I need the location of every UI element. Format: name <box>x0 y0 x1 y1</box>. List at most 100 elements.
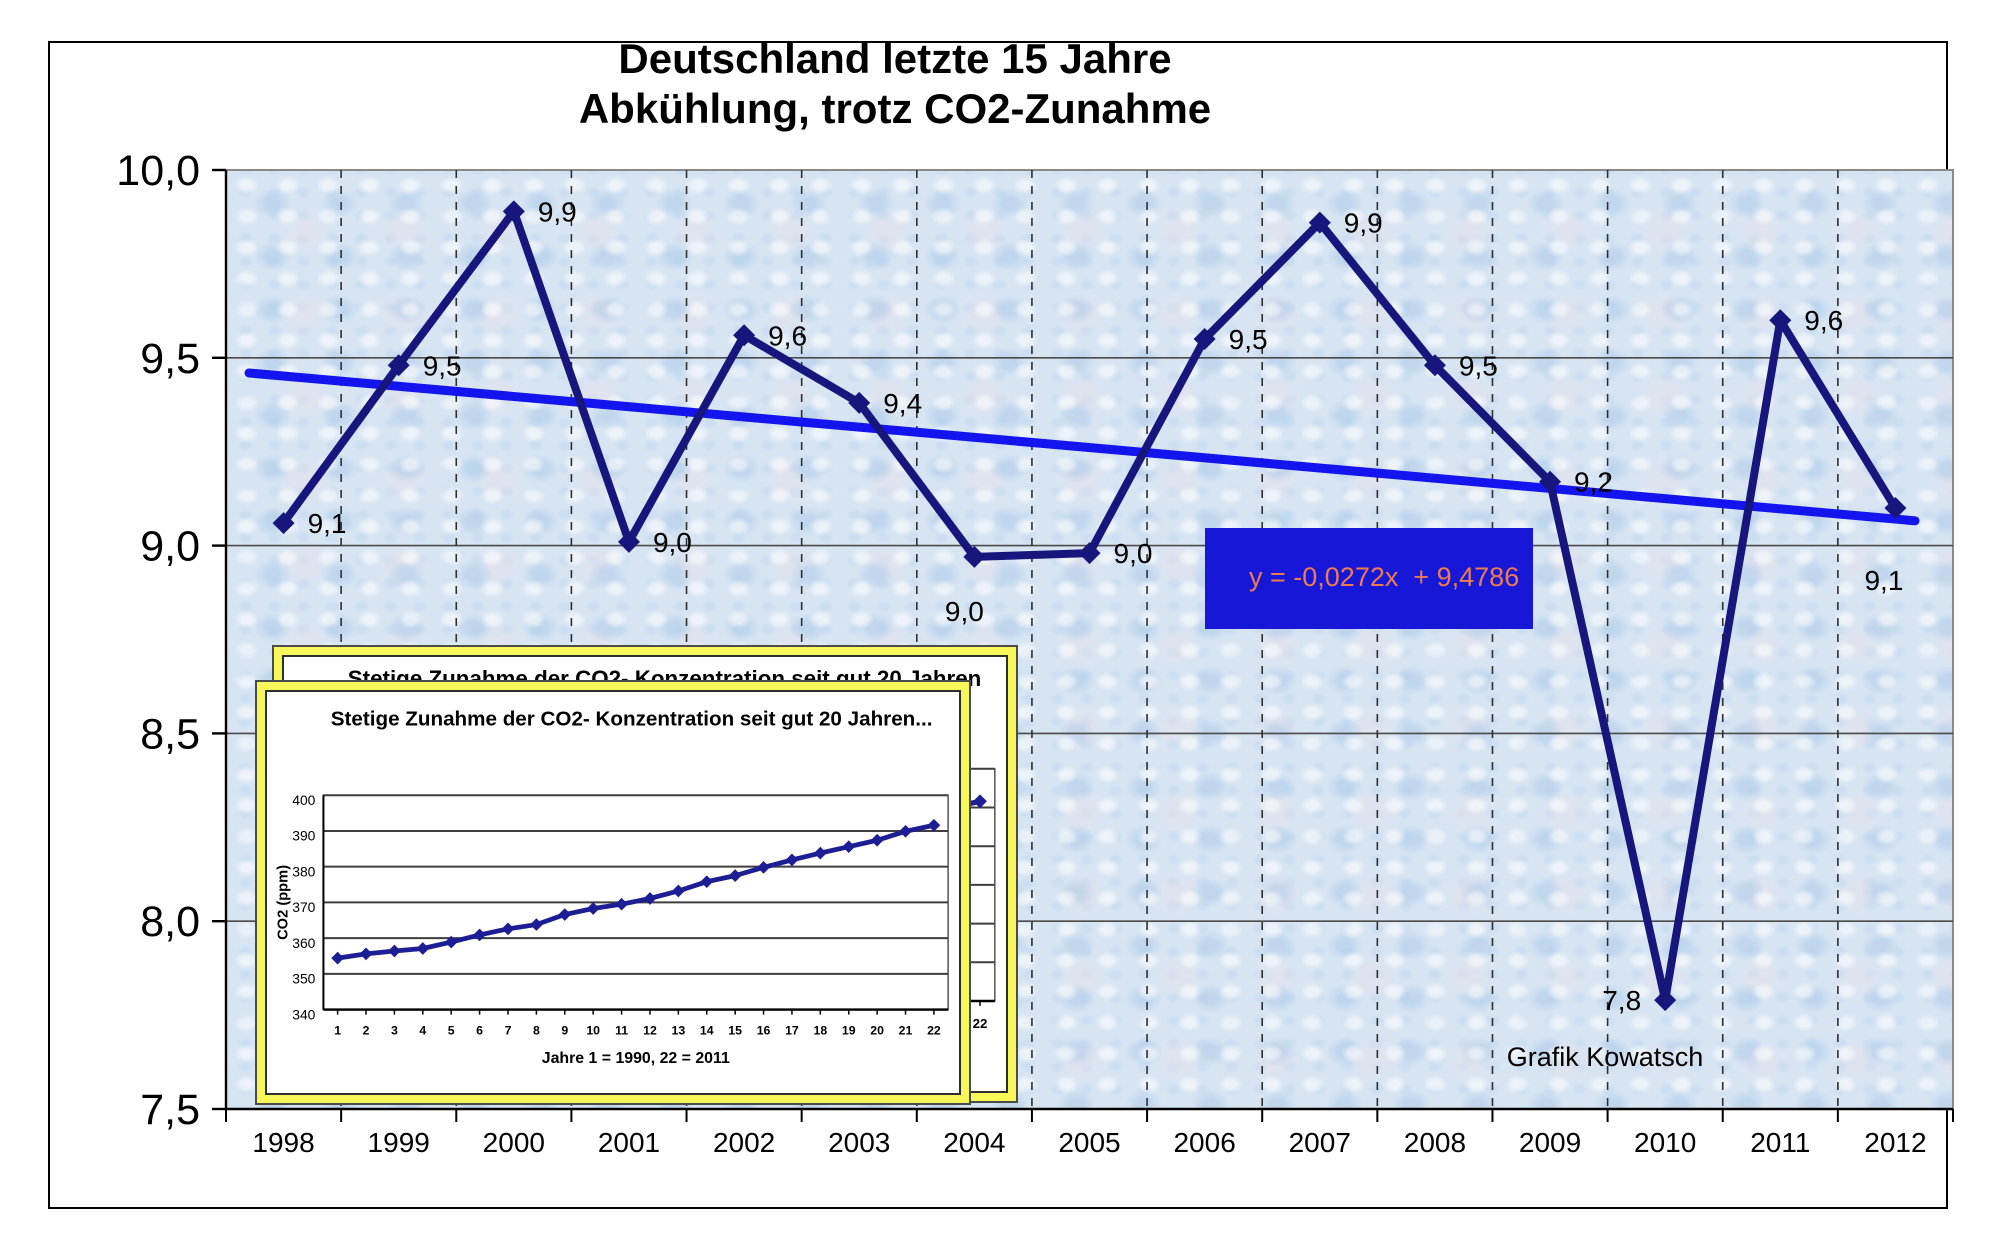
chart-title-line1: Deutschland letzte 15 Jahre <box>618 35 1172 82</box>
inset-data-point-marker <box>501 922 515 936</box>
inset-data-point-marker <box>615 897 628 911</box>
inset-x-axis-label: Jahre 1 = 1990, 22 = 2011 <box>542 1050 730 1067</box>
data-point-marker-2004 <box>963 545 986 568</box>
inset-x-tick-label: 11 <box>615 1024 628 1038</box>
data-point-label-2005: 9,0 <box>1114 538 1153 569</box>
inset-x-tick-label: 4 <box>419 1024 426 1038</box>
data-point-label-2007: 9,9 <box>1344 208 1383 239</box>
x-tick-label: 1998 <box>252 1127 314 1158</box>
x-tick-label: 2006 <box>1173 1127 1235 1158</box>
inset-y-tick-label: 370 <box>292 899 315 915</box>
y-tick-label: 10,0 <box>116 147 200 195</box>
inset-x-tick-label: 19 <box>842 1024 856 1038</box>
data-point-marker-1999 <box>387 354 410 377</box>
data-point-marker-2000 <box>502 200 525 223</box>
data-point-label-2004: 9,0 <box>945 596 984 627</box>
x-tick-label: 2010 <box>1634 1127 1696 1158</box>
data-point-marker-2005 <box>1078 542 1101 565</box>
inset-x-tick-label: 22 <box>973 1016 988 1031</box>
inset-data-point-marker <box>870 833 884 847</box>
inset-x-tick-label: 2 <box>363 1024 370 1038</box>
data-point-marker-2002 <box>733 324 756 347</box>
x-tick-label: 2007 <box>1289 1127 1351 1158</box>
y-tick-label: 9,0 <box>140 523 200 571</box>
inset-x-tick-label: 18 <box>813 1024 827 1038</box>
inset-x-tick-label: 9 <box>561 1024 568 1038</box>
inset-data-point-marker <box>672 884 685 898</box>
inset-data-point-marker <box>558 908 572 921</box>
x-tick-label: 2008 <box>1404 1127 1466 1158</box>
inset-x-tick-label: 8 <box>533 1024 540 1038</box>
chart-title-line2: Abkühlung, trotz CO2-Zunahme <box>578 85 1212 132</box>
inset-x-tick-label: 14 <box>700 1024 714 1038</box>
inset-x-tick-label: 7 <box>505 1024 512 1038</box>
y-tick-label: 9,5 <box>140 335 200 383</box>
inset-data-point-marker <box>728 869 742 882</box>
data-point-label-2010: 7,8 <box>1602 985 1641 1016</box>
x-tick-label: 2002 <box>713 1127 775 1158</box>
inset-x-tick-label: 16 <box>757 1024 771 1038</box>
data-point-label-1999: 9,5 <box>423 350 462 381</box>
x-tick-label: 1999 <box>368 1127 430 1158</box>
inset-front-box: Stetige Zunahme der CO2- Konzentration s… <box>255 680 971 1105</box>
data-point-marker-2012 <box>1884 497 1907 520</box>
inset-data-point-marker <box>757 861 770 874</box>
data-point-marker-2009 <box>1539 470 1562 493</box>
x-tick-label: 2001 <box>598 1127 660 1158</box>
data-point-label-2012: 9,1 <box>1864 565 1903 596</box>
inset-y-tick-label: 400 <box>292 792 315 808</box>
inset-x-tick-label: 3 <box>391 1024 398 1038</box>
inset-x-tick-label: 20 <box>870 1024 884 1038</box>
trendline <box>244 368 1920 526</box>
data-point-label-2001: 9,0 <box>653 527 692 558</box>
data-point-marker-2003 <box>848 391 871 414</box>
x-tick-label: 2003 <box>828 1127 890 1158</box>
inset-data-point-marker <box>973 794 987 809</box>
inset-data-point-marker <box>899 824 912 838</box>
y-tick-label: 8,5 <box>140 710 200 758</box>
y-tick-label: 7,5 <box>140 1086 200 1134</box>
inset-title: Stetige Zunahme der CO2- Konzentration s… <box>331 707 933 730</box>
inset-co2-series-line <box>337 822 935 961</box>
inset-data-point-marker <box>927 818 941 832</box>
data-point-marker-1998 <box>272 512 295 535</box>
data-point-marker-2008 <box>1423 354 1446 377</box>
inset-y-tick-label: 390 <box>292 828 315 844</box>
inset-x-tick-label: 13 <box>672 1024 686 1038</box>
inset-y-tick-label: 350 <box>292 971 315 987</box>
x-tick-label: 2000 <box>483 1127 545 1158</box>
data-point-label-2002: 9,6 <box>768 320 807 351</box>
inset-x-tick-label: 6 <box>476 1024 483 1038</box>
data-point-marker-2011 <box>1769 309 1792 332</box>
inset-data-point-marker <box>785 853 799 867</box>
inset-x-tick-label: 10 <box>586 1024 600 1038</box>
inset-data-point-marker <box>842 840 856 854</box>
credit-label: Grafik Kowatsch <box>1506 1042 1704 1072</box>
data-point-label-2006: 9,5 <box>1229 324 1268 355</box>
data-point-label-2009: 9,2 <box>1574 467 1613 498</box>
x-tick-label: 2004 <box>943 1127 1005 1158</box>
y-tick-label: 8,0 <box>140 898 200 946</box>
inset-x-tick-label: 1 <box>334 1024 341 1038</box>
inset-front-panel: Stetige Zunahme der CO2- Konzentration s… <box>265 690 961 1095</box>
data-point-marker-2007 <box>1308 211 1331 234</box>
inset-x-tick-label: 12 <box>643 1024 657 1038</box>
inset-y-tick-label: 360 <box>292 935 315 951</box>
inset-y-tick-label: 340 <box>292 1006 315 1022</box>
x-tick-label: 2005 <box>1058 1127 1120 1158</box>
inset-x-tick-label: 5 <box>448 1024 455 1038</box>
data-point-label-2011: 9,6 <box>1804 305 1843 336</box>
x-tick-label: 2012 <box>1864 1127 1926 1158</box>
inset-x-tick-label: 17 <box>785 1024 799 1038</box>
data-point-label-2008: 9,5 <box>1459 350 1498 381</box>
inset-data-point-marker <box>473 928 486 942</box>
data-point-label-2003: 9,4 <box>883 388 922 419</box>
inset-y-tick-label: 380 <box>292 863 315 879</box>
inset-data-point-marker <box>813 846 827 860</box>
trendline-equation-box: y = -0,0272x + 9,4786 <box>1205 528 1534 629</box>
x-tick-label: 2009 <box>1519 1127 1581 1158</box>
inset-x-tick-label: 15 <box>728 1024 742 1038</box>
chart-title: Deutschland letzte 15 Jahre Abkühlung, t… <box>295 34 1495 134</box>
inset-data-point-marker <box>530 918 543 931</box>
